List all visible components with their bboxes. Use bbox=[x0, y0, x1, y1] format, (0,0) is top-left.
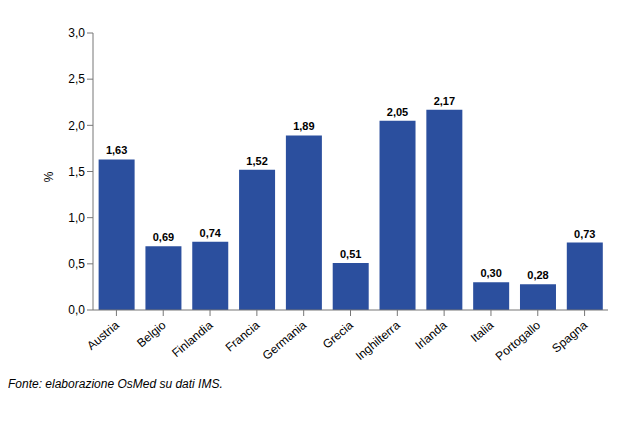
svg-text:Italia: Italia bbox=[468, 318, 497, 345]
svg-text:2,05: 2,05 bbox=[387, 106, 408, 118]
svg-text:Germania: Germania bbox=[260, 318, 310, 363]
svg-text:Francia: Francia bbox=[223, 318, 263, 355]
svg-text:Spagna: Spagna bbox=[549, 318, 590, 356]
svg-text:Finlandia: Finlandia bbox=[169, 318, 216, 360]
svg-text:1,63: 1,63 bbox=[106, 144, 127, 156]
svg-text:1,5: 1,5 bbox=[68, 165, 85, 179]
svg-text:0,28: 0,28 bbox=[527, 269, 548, 281]
svg-text:2,0: 2,0 bbox=[68, 119, 85, 133]
svg-text:%: % bbox=[42, 171, 56, 182]
svg-text:3,0: 3,0 bbox=[68, 26, 85, 40]
svg-text:Inghilterra: Inghilterra bbox=[353, 318, 403, 363]
svg-text:2,5: 2,5 bbox=[68, 72, 85, 86]
svg-text:2,17: 2,17 bbox=[434, 95, 455, 107]
svg-text:0,74: 0,74 bbox=[200, 227, 222, 239]
svg-text:Portogallo: Portogallo bbox=[493, 318, 544, 364]
svg-text:1,89: 1,89 bbox=[293, 120, 314, 132]
svg-text:0,73: 0,73 bbox=[574, 228, 595, 240]
svg-text:0,30: 0,30 bbox=[480, 267, 501, 279]
svg-text:1,0: 1,0 bbox=[68, 211, 85, 225]
svg-text:Austria: Austria bbox=[84, 318, 122, 353]
svg-text:0,0: 0,0 bbox=[68, 303, 85, 317]
svg-text:0,51: 0,51 bbox=[340, 248, 361, 260]
svg-text:0,5: 0,5 bbox=[68, 257, 85, 271]
svg-text:1,52: 1,52 bbox=[246, 155, 267, 167]
svg-text:Belgio: Belgio bbox=[134, 318, 169, 350]
svg-text:0,69: 0,69 bbox=[153, 231, 174, 243]
svg-text:Irlanda: Irlanda bbox=[412, 318, 449, 353]
html-text:Fonte: elaborazione OsMed su d: Fonte: elaborazione OsMed su dati IMS. bbox=[8, 377, 223, 391]
svg-text:Grecia: Grecia bbox=[320, 318, 356, 352]
